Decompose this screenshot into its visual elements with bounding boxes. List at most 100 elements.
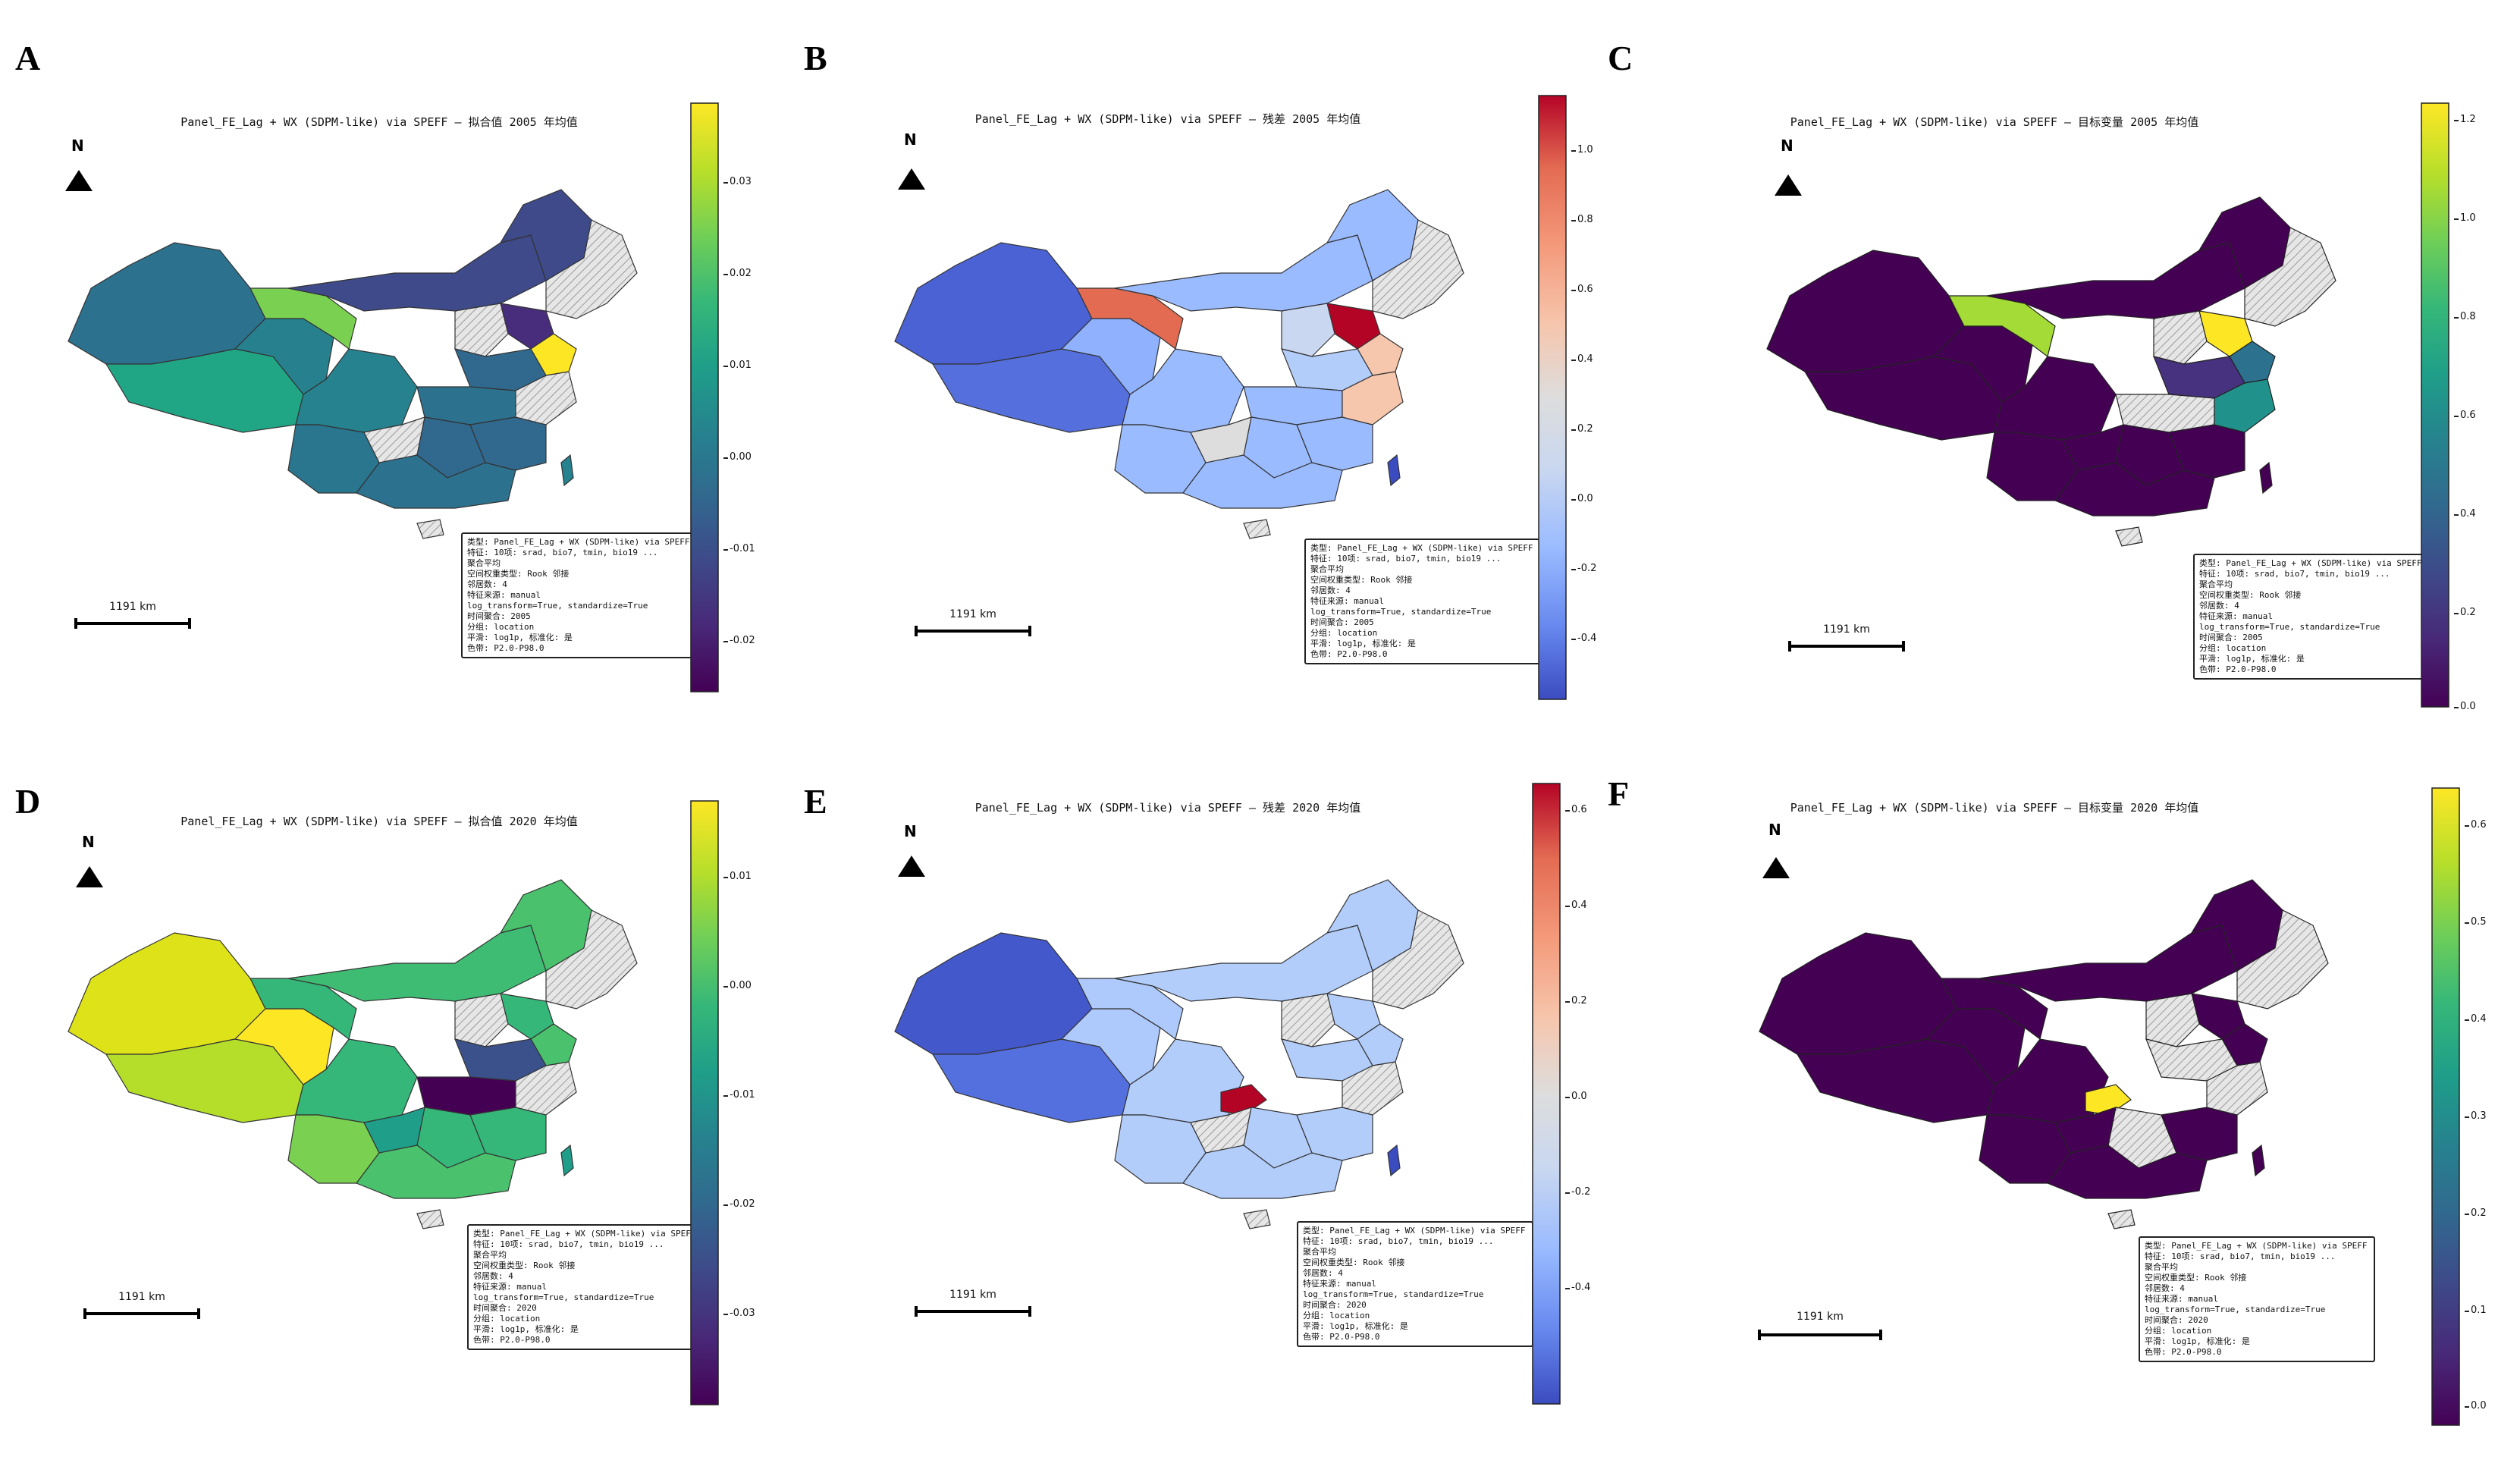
colorbar — [1538, 95, 1567, 700]
colorbar-tick: 0.1 — [2465, 1305, 2487, 1316]
panel-title: Panel_FE_Lag + WX (SDPM-like) via SPEFF … — [180, 815, 578, 828]
scale-bar — [915, 1306, 1031, 1317]
region-shanxi — [454, 303, 509, 357]
scale-label: 1191 km — [109, 601, 156, 613]
region-zhejiang-jiangsu — [515, 371, 577, 425]
north-arrow-icon — [898, 856, 925, 877]
colorbar-tick: 0.4 — [1571, 353, 1593, 365]
north-label: N — [904, 130, 917, 149]
panel-title: Panel_FE_Lag + WX (SDPM-like) via SPEFF … — [974, 801, 1361, 815]
scale-label: 1191 km — [949, 608, 996, 620]
scale-bar — [915, 626, 1031, 636]
north-arrow-icon — [898, 168, 925, 190]
north-arrow-icon — [1775, 174, 1802, 196]
colorbar-tick: 0.03 — [723, 176, 752, 187]
china-map — [67, 879, 638, 1229]
map-panel-c: C Panel_FE_Lag + WX (SDPM-like) via SPEF… — [1608, 38, 2476, 736]
map-panel-b: B Panel_FE_Lag + WX (SDPM-like) via SPEF… — [804, 38, 1638, 736]
colorbar-tick: 0.6 — [1565, 804, 1587, 815]
north-arrow-icon — [76, 866, 103, 887]
colorbar-tick: -0.4 — [1571, 633, 1597, 644]
colorbar-tick: 0.5 — [2465, 916, 2487, 928]
scale-label: 1191 km — [118, 1291, 165, 1303]
region-xinjiang — [67, 242, 266, 365]
colorbar-tick: -0.01 — [723, 543, 755, 554]
china-map — [1759, 879, 2329, 1229]
panel-letter: A — [15, 39, 41, 77]
colorbar-tick: 0.2 — [1565, 995, 1587, 1006]
colorbar-tick: -0.03 — [723, 1308, 755, 1319]
scale-bar — [1788, 641, 1905, 652]
north-label: N — [82, 833, 95, 851]
panel-title: Panel_FE_Lag + WX (SDPM-like) via SPEFF … — [180, 115, 578, 129]
colorbar-tick: -0.01 — [723, 1089, 755, 1101]
colorbar-tick: 0.00 — [723, 980, 752, 991]
colorbar-tick: -0.4 — [1564, 1282, 1591, 1293]
colorbar-tick: 0.4 — [2454, 508, 2476, 520]
panel-letter: F — [1608, 774, 1630, 813]
colorbar-tick: 1.2 — [2454, 114, 2476, 125]
colorbar — [2421, 102, 2449, 708]
colorbar-tick: 0.01 — [723, 871, 752, 882]
china-map — [894, 189, 1464, 539]
region-jilin-liaoning — [545, 219, 638, 319]
colorbar-tick: 0.00 — [723, 451, 752, 463]
colorbar-tick: 0.0 — [2465, 1400, 2487, 1411]
map-panel-a: A Panel_FE_Lag + WX (SDPM-like) via SPEF… — [15, 38, 849, 736]
info-box: 类型: Panel_FE_Lag + WX (SDPM-like) via SP… — [1304, 539, 1541, 664]
colorbar-tick: 0.6 — [2465, 819, 2487, 831]
colorbar — [1532, 783, 1561, 1405]
scale-label: 1191 km — [949, 1289, 996, 1301]
north-label: N — [1768, 821, 1781, 839]
region-taiwan — [560, 454, 574, 487]
info-box: 类型: Panel_FE_Lag + WX (SDPM-like) via SP… — [461, 532, 698, 658]
panel-letter: E — [804, 782, 827, 821]
north-label: N — [1781, 137, 1793, 155]
colorbar-tick: 0.4 — [2465, 1013, 2487, 1025]
panel-title: Panel_FE_Lag + WX (SDPM-like) via SPEFF … — [1790, 115, 2199, 129]
panel-title: Panel_FE_Lag + WX (SDPM-like) via SPEFF … — [1790, 801, 2199, 815]
colorbar-tick: 1.0 — [1571, 144, 1593, 155]
colorbar-tick: 1.0 — [2454, 212, 2476, 224]
panel-letter: C — [1608, 39, 1633, 77]
map-panel-f: F Panel_FE_Lag + WX (SDPM-like) via SPEF… — [1608, 774, 2487, 1471]
colorbar-tick: 0.2 — [2454, 607, 2476, 618]
map-panel-d: D Panel_FE_Lag + WX (SDPM-like) via SPEF… — [15, 781, 849, 1479]
colorbar-tick: -0.2 — [1571, 563, 1597, 574]
north-arrow-icon — [65, 170, 93, 191]
colorbar — [690, 102, 719, 692]
scale-bar — [1758, 1330, 1882, 1340]
colorbar — [690, 800, 719, 1405]
panel-letter: B — [804, 39, 827, 77]
china-map — [67, 189, 638, 539]
colorbar-tick: 0.02 — [723, 268, 752, 279]
scale-label: 1191 km — [1797, 1311, 1844, 1323]
colorbar-tick: 0.2 — [2465, 1207, 2487, 1219]
north-label: N — [71, 137, 84, 155]
scale-bar — [74, 618, 191, 629]
colorbar-tick: 0.0 — [1565, 1091, 1587, 1102]
colorbar — [2431, 787, 2460, 1426]
colorbar-tick: 0.0 — [1571, 493, 1593, 504]
panel-letter: D — [15, 782, 41, 821]
china-map — [1766, 196, 2336, 547]
info-box: 类型: Panel_FE_Lag + WX (SDPM-like) via SP… — [2193, 554, 2430, 680]
colorbar-tick: 0.0 — [2454, 701, 2476, 712]
colorbar-tick: 0.2 — [1571, 423, 1593, 435]
colorbar-tick: 0.3 — [2465, 1110, 2487, 1122]
colorbar-tick: -0.2 — [1564, 1186, 1591, 1198]
colorbar-tick: 0.4 — [1565, 900, 1587, 911]
china-map — [894, 879, 1464, 1229]
scale-bar — [83, 1308, 200, 1319]
north-label: N — [904, 822, 917, 840]
colorbar-tick: -0.02 — [723, 1198, 755, 1210]
colorbar-tick: -0.02 — [723, 635, 755, 646]
colorbar-tick: 0.6 — [2454, 410, 2476, 421]
info-box: 类型: Panel_FE_Lag + WX (SDPM-like) via SP… — [1297, 1221, 1533, 1347]
north-arrow-icon — [1762, 857, 1790, 878]
colorbar-tick: 0.8 — [2454, 311, 2476, 322]
colorbar-tick: 0.8 — [1571, 214, 1593, 225]
info-box: 类型: Panel_FE_Lag + WX (SDPM-like) via SP… — [467, 1224, 704, 1350]
colorbar-tick: 0.01 — [723, 360, 752, 371]
colorbar-tick: 0.6 — [1571, 284, 1593, 295]
